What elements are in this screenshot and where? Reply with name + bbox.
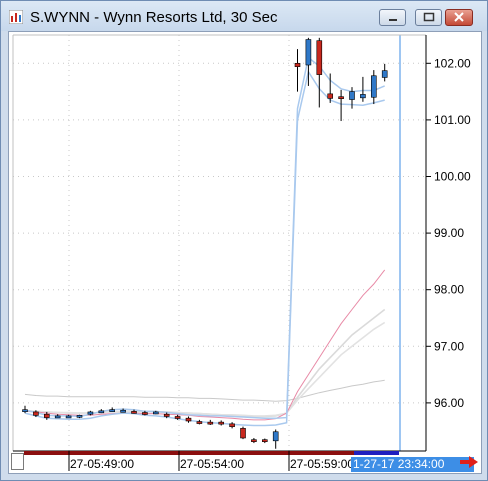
candle-body	[381, 70, 388, 78]
candle-body	[207, 421, 214, 425]
price-tick-label: 99.00	[434, 226, 464, 240]
candle-body	[327, 93, 334, 99]
maximize-button[interactable]	[415, 9, 442, 26]
time-tick-label: 27-05:54:00	[180, 457, 245, 471]
candle-body	[261, 439, 268, 442]
minimize-button[interactable]	[379, 9, 406, 26]
price-tick-label: 101.00	[434, 113, 471, 127]
close-button[interactable]	[445, 9, 473, 26]
chart-client-area[interactable]	[8, 31, 482, 474]
time-tick-label: 27-05:49:00	[70, 457, 135, 471]
arrow-right-icon[interactable]	[459, 455, 479, 469]
candle-body	[76, 415, 83, 418]
candle-body	[22, 409, 28, 412]
candle-body	[54, 415, 61, 419]
price-tick-label: 100.00	[434, 169, 471, 183]
candle-body	[131, 411, 137, 414]
price-tick-label: 97.00	[434, 339, 464, 353]
candle-body	[240, 428, 246, 439]
candle-body	[142, 412, 148, 415]
close-icon	[454, 12, 464, 22]
candle-body	[33, 411, 39, 416]
window-title: S.WYNN - Wynn Resorts Ltd, 30 Sec	[30, 9, 278, 26]
candle-body	[109, 409, 115, 412]
price-tick-label: 98.00	[434, 283, 464, 297]
candle-body	[218, 421, 224, 425]
band-lower-line	[24, 69, 385, 427]
cursor-time-label: 1-27-17 23:34:00	[351, 457, 474, 472]
candle-body	[196, 421, 203, 424]
candle-body	[294, 62, 301, 67]
ma-slow-line	[24, 308, 386, 418]
candle-body	[338, 96, 344, 99]
candle-body	[272, 431, 279, 442]
candle-body	[98, 410, 105, 414]
candle-body	[360, 94, 366, 99]
scroll-left-box[interactable]	[11, 453, 24, 470]
candle-body	[370, 75, 377, 98]
band-upper-line	[24, 56, 385, 419]
candle-body	[87, 411, 94, 415]
ma-long-line	[24, 379, 385, 402]
price-tick-label: 102.00	[434, 56, 471, 70]
candle-body	[305, 39, 312, 66]
candle-body	[316, 40, 323, 75]
minimize-icon	[389, 19, 397, 21]
maximize-icon	[423, 12, 435, 22]
ma-slow-line	[24, 321, 386, 417]
time-tick-label: 27-05:59:00	[290, 457, 355, 471]
candle-body	[65, 415, 72, 419]
candle-body	[163, 413, 170, 417]
candle-body	[153, 411, 159, 415]
candle-body	[185, 417, 192, 422]
price-tick-label: 96.00	[434, 396, 464, 410]
chart-app-icon	[9, 10, 23, 24]
candle-body	[120, 409, 126, 413]
session-bar-prior	[24, 451, 354, 455]
candle-body	[43, 413, 50, 418]
candle-body	[174, 416, 181, 419]
candle-body	[251, 439, 257, 442]
session-bar-current	[354, 451, 399, 455]
candle-body	[349, 91, 355, 100]
ma-fast-line	[24, 269, 386, 421]
title-bar[interactable]: S.WYNN - Wynn Resorts Ltd, 30 Sec	[1, 1, 487, 31]
candle-body	[229, 423, 235, 427]
